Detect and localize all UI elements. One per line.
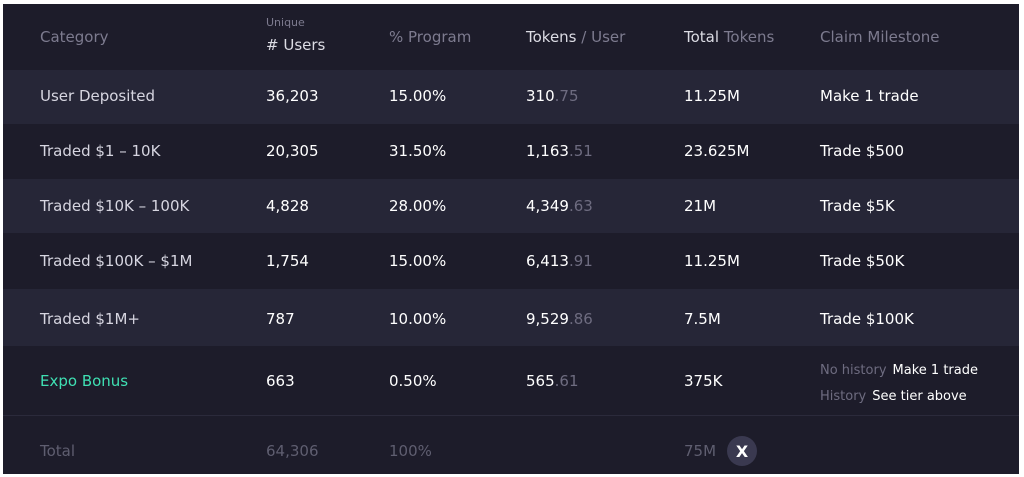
row-category: Traded $1 – 10K [40, 142, 161, 160]
header-tokens-per-user: Tokens / User [526, 28, 626, 46]
rewards-table: Category Unique # Users % Program Tokens… [3, 4, 1019, 474]
header-pct: % Program [389, 28, 472, 46]
row-users: 20,305 [266, 142, 319, 160]
row-category: Traded $1M+ [40, 310, 140, 328]
row-claim: Trade $100K [820, 310, 914, 328]
row-tokens-per-user: 310.75 [526, 87, 579, 105]
table-row: Traded $10K – 100K 4,828 28.00% 4,349.63… [3, 179, 1019, 233]
header-total-tokens: Total Tokens [684, 28, 775, 46]
total-category: Total [40, 442, 76, 460]
table-row: Traded $1M+ 787 10.00% 9,529.86 7.5M Tra… [3, 289, 1019, 346]
row-pct: 15.00% [389, 87, 447, 105]
bonus-claim-no-history: No history Make 1 trade [820, 363, 978, 378]
row-claim: Trade $5K [820, 197, 895, 215]
bonus-users: 663 [266, 372, 295, 390]
total-row: Total 64,306 100% 75M X [3, 416, 1019, 474]
bonus-claim-history: History See tier above [820, 389, 967, 404]
bonus-category: Expo Bonus [40, 372, 129, 390]
row-users: 4,828 [266, 197, 309, 215]
table-row: Traded $100K – $1M 1,754 15.00% 6,413.91… [3, 233, 1019, 289]
table-header: Category Unique # Users % Program Tokens… [3, 4, 1019, 70]
table-row: Traded $1 – 10K 20,305 31.50% 1,163.51 2… [3, 124, 1019, 179]
total-tokens: 75M [684, 442, 717, 460]
row-pct: 28.00% [389, 197, 447, 215]
row-total-tokens: 21M [684, 197, 717, 215]
total-users: 64,306 [266, 442, 319, 460]
table-row: User Deposited 36,203 15.00% 310.75 11.2… [3, 70, 1019, 124]
bonus-pct: 0.50% [389, 372, 437, 390]
header-category: Category [40, 28, 109, 46]
row-tokens-per-user: 4,349.63 [526, 197, 593, 215]
bonus-tokens-per-user: 565.61 [526, 372, 579, 390]
total-pct: 100% [389, 442, 432, 460]
row-users: 36,203 [266, 87, 319, 105]
row-total-tokens: 11.25M [684, 87, 740, 105]
header-users: # Users [266, 36, 326, 54]
row-total-tokens: 23.625M [684, 142, 750, 160]
row-pct: 31.50% [389, 142, 447, 160]
bonus-total-tokens: 375K [684, 372, 723, 390]
row-category: User Deposited [40, 87, 156, 105]
row-tokens-per-user: 6,413.91 [526, 252, 593, 270]
row-category: Traded $10K – 100K [40, 197, 190, 215]
row-pct: 10.00% [389, 310, 447, 328]
row-claim: Trade $500 [820, 142, 905, 160]
row-claim: Make 1 trade [820, 87, 919, 105]
x-logo-icon: X [727, 436, 757, 466]
row-total-tokens: 7.5M [684, 310, 721, 328]
bonus-row: Expo Bonus 663 0.50% 565.61 375K No hist… [3, 346, 1019, 414]
row-claim: Trade $50K [820, 252, 905, 270]
divider [3, 415, 1019, 416]
row-pct: 15.00% [389, 252, 447, 270]
header-claim: Claim Milestone [820, 28, 940, 46]
row-total-tokens: 11.25M [684, 252, 740, 270]
row-tokens-per-user: 9,529.86 [526, 310, 593, 328]
row-category: Traded $100K – $1M [40, 252, 193, 270]
row-users: 1,754 [266, 252, 309, 270]
row-users: 787 [266, 310, 295, 328]
header-users-sub: Unique [266, 16, 305, 29]
row-tokens-per-user: 1,163.51 [526, 142, 593, 160]
